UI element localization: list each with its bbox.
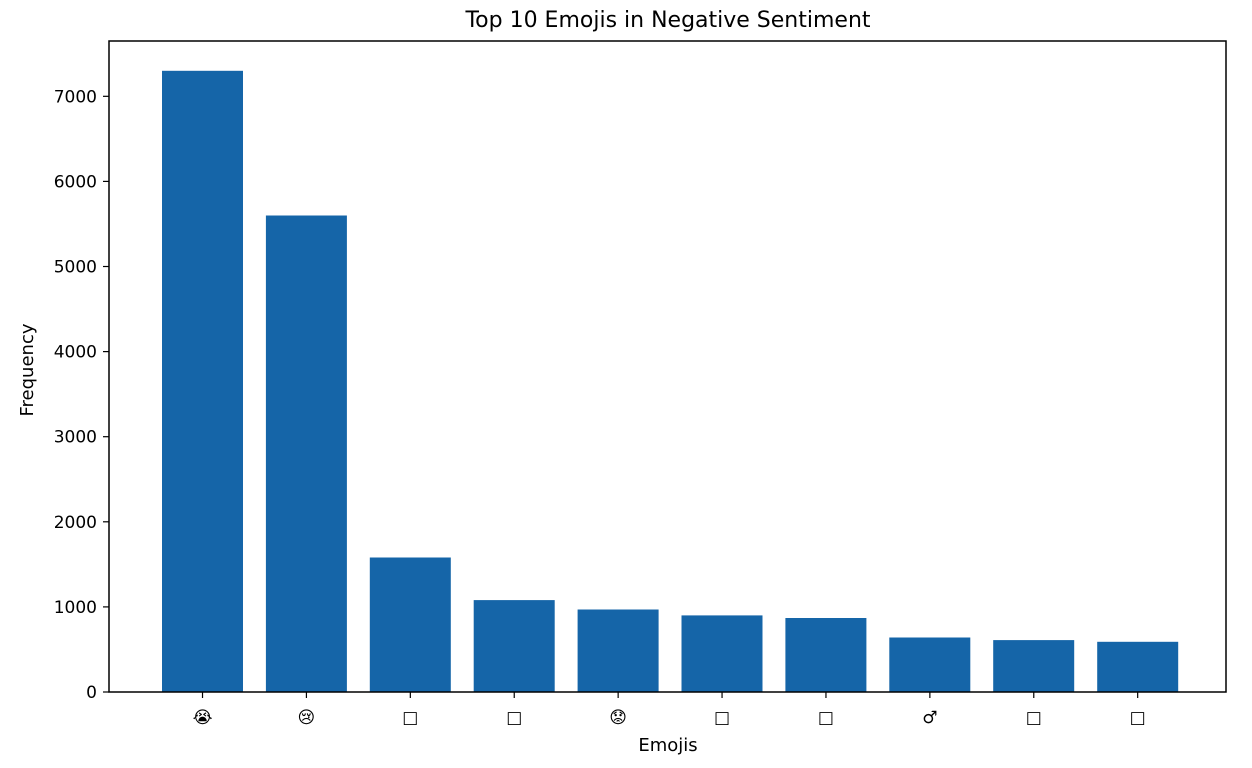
- bar: [577, 609, 659, 692]
- y-tick-label: 0: [86, 683, 97, 703]
- y-tick-label: 4000: [54, 343, 97, 363]
- bar: [162, 70, 243, 693]
- x-tick-label: □: [1130, 708, 1146, 728]
- x-tick-label: □: [506, 708, 522, 728]
- bar: [993, 640, 1075, 692]
- bar: [1097, 641, 1179, 692]
- x-tick-label: □: [1026, 708, 1042, 728]
- bar: [369, 557, 451, 692]
- x-tick-label: □: [818, 708, 834, 728]
- y-tick-label: 1000: [54, 598, 97, 618]
- y-tick-label: 2000: [54, 513, 97, 533]
- y-axis-label: Frequency: [17, 323, 38, 416]
- plot-frame: [108, 40, 1227, 693]
- y-tick-label: 5000: [54, 258, 97, 278]
- x-tick-label: 😟: [609, 708, 627, 728]
- bar: [265, 215, 347, 692]
- bar: [681, 615, 763, 692]
- y-tick-label: 3000: [54, 428, 97, 448]
- x-axis-label: Emojis: [638, 735, 697, 756]
- bars-group: [162, 70, 1179, 693]
- x-tick-label: 😭: [193, 708, 213, 728]
- chart-title: Top 10 Emojis in Negative Sentiment: [464, 8, 870, 33]
- bar: [785, 618, 867, 692]
- x-tick-label: ♂: [922, 708, 937, 728]
- bar: [473, 600, 555, 692]
- bar: [889, 637, 971, 692]
- x-axis: 😭 😢 □ □ 😟 □ □ ♂ □ □: [193, 692, 1146, 728]
- x-tick-label: 😢: [298, 708, 316, 728]
- y-axis: 0 1000 2000 3000 4000 5000 6000 7000: [54, 87, 109, 703]
- y-tick-label: 7000: [54, 87, 97, 107]
- y-tick-label: 6000: [54, 172, 97, 192]
- x-tick-label: □: [402, 708, 418, 728]
- x-tick-label: □: [714, 708, 730, 728]
